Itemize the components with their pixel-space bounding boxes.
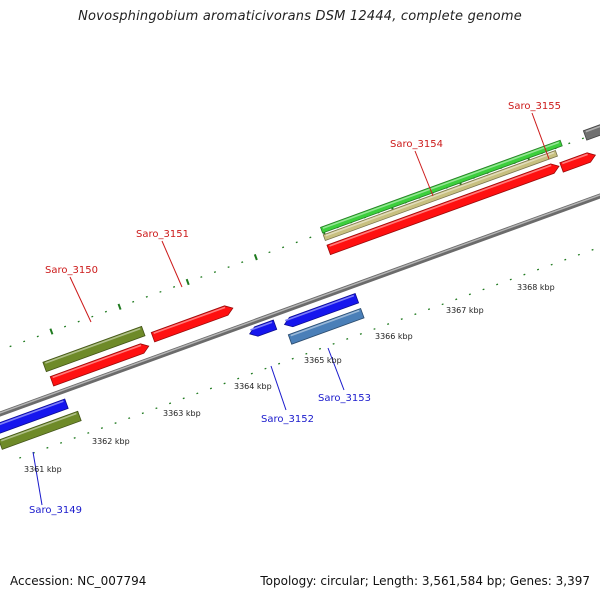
gray-feature-3155 [582, 114, 600, 141]
scale-ticks [9, 137, 594, 459]
saro-3154-leader [414, 150, 434, 197]
gene-label-saro-3153[interactable]: Saro_3153 [318, 393, 371, 404]
major-tick [49, 328, 54, 335]
scale-label-3361-kbp: 3361 kbp [24, 465, 62, 474]
major-tick [253, 254, 258, 261]
gene-3149-reverse [0, 398, 69, 435]
saro-3150-leader [69, 276, 92, 323]
green-feature-3154 [320, 139, 563, 234]
topology-label: Topology: circular; Length: 3,561,584 bp… [260, 574, 590, 588]
scale-label-3365-kbp: 3365 kbp [304, 356, 342, 365]
gene-label-saro-3155[interactable]: Saro_3155 [508, 101, 561, 112]
gene-3152-reverse [249, 319, 278, 337]
olive-feature-3150 [42, 325, 146, 373]
scale-label-3366-kbp: 3366 kbp [375, 332, 413, 341]
backbone-line [0, 193, 600, 417]
gene-3150-forward [49, 343, 150, 387]
label-leaders [32, 112, 550, 506]
scale-label-3364-kbp: 3364 kbp [234, 382, 272, 391]
scale-label-3362-kbp: 3362 kbp [92, 437, 130, 446]
gene-3151-forward [150, 305, 234, 343]
major-tick [117, 303, 122, 310]
olive-feature-3149 [0, 410, 82, 450]
gene-label-saro-3154[interactable]: Saro_3154 [390, 139, 443, 150]
gene-label-saro-3151[interactable]: Saro_3151 [136, 229, 189, 240]
gene-3154-forward [326, 163, 560, 256]
major-tick [185, 278, 190, 286]
scale-label-3368-kbp: 3368 kbp [517, 283, 555, 292]
khaki-feature-3154 [322, 149, 558, 241]
gene-3155-forward [559, 152, 597, 173]
saro-3151-leader [161, 240, 183, 288]
saro-3149-leader [32, 451, 43, 506]
steel-feature-3153 [287, 307, 365, 345]
saro-3155-leader [531, 112, 550, 160]
accession-label: Accession: NC_007794 [10, 574, 147, 588]
backbone-highlight [0, 194, 600, 414]
saro-3153-leader [327, 347, 345, 391]
scale-label-3367-kbp: 3367 kbp [446, 306, 484, 315]
labels: 3361 kbp 3362 kbp 3363 kbp 3364 kbp 3365 kbp… [24, 101, 561, 516]
genome-title: Novosphingobium aromaticivorans DSM 1244… [78, 9, 522, 24]
saro-3152-leader [270, 365, 287, 411]
scale-label-3363-kbp: 3363 kbp [163, 409, 201, 418]
gene-label-saro-3149[interactable]: Saro_3149 [29, 505, 82, 516]
gene-features [0, 114, 600, 450]
gene-label-saro-3152[interactable]: Saro_3152 [261, 414, 314, 425]
gene-3153-reverse [283, 292, 360, 328]
gene-label-saro-3150[interactable]: Saro_3150 [45, 265, 98, 276]
genome-backbone [0, 193, 600, 417]
